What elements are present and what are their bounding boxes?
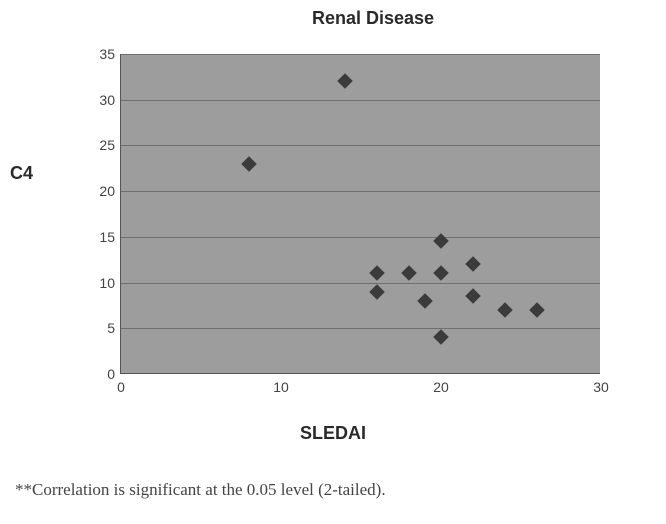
gridline-horizontal [121,54,600,55]
chart-title: Renal Disease [80,8,666,29]
gridline-horizontal [121,328,600,329]
footnote-text: **Correlation is significant at the 0.05… [15,480,386,500]
x-tick-label: 0 [117,379,125,395]
y-tick-label: 15 [99,229,115,245]
gridline-horizontal [121,145,600,146]
y-tick-label: 30 [99,92,115,108]
x-axis-label: SLEDAI [300,423,366,444]
gridline-horizontal [121,237,600,238]
y-tick-label: 5 [107,320,115,336]
plot-area: 051015202530350102030 [120,54,600,374]
chart-area: 0 5 10 15 20 25 30 35 0 10 20 30 [85,44,615,414]
gridline-horizontal [121,100,600,101]
gridline-horizontal [121,283,600,284]
x-tick-label: 20 [433,379,449,395]
x-tick-label: 30 [593,379,609,395]
y-axis-label: C4 [10,163,33,184]
y-tick-label: 25 [99,137,115,153]
plot-background [121,54,600,373]
y-tick-label: 20 [99,183,115,199]
y-tick-label: 0 [107,366,115,382]
y-tick-label: 35 [99,46,115,62]
x-tick-label: 10 [273,379,289,395]
y-tick-label: 10 [99,275,115,291]
gridline-horizontal [121,191,600,192]
